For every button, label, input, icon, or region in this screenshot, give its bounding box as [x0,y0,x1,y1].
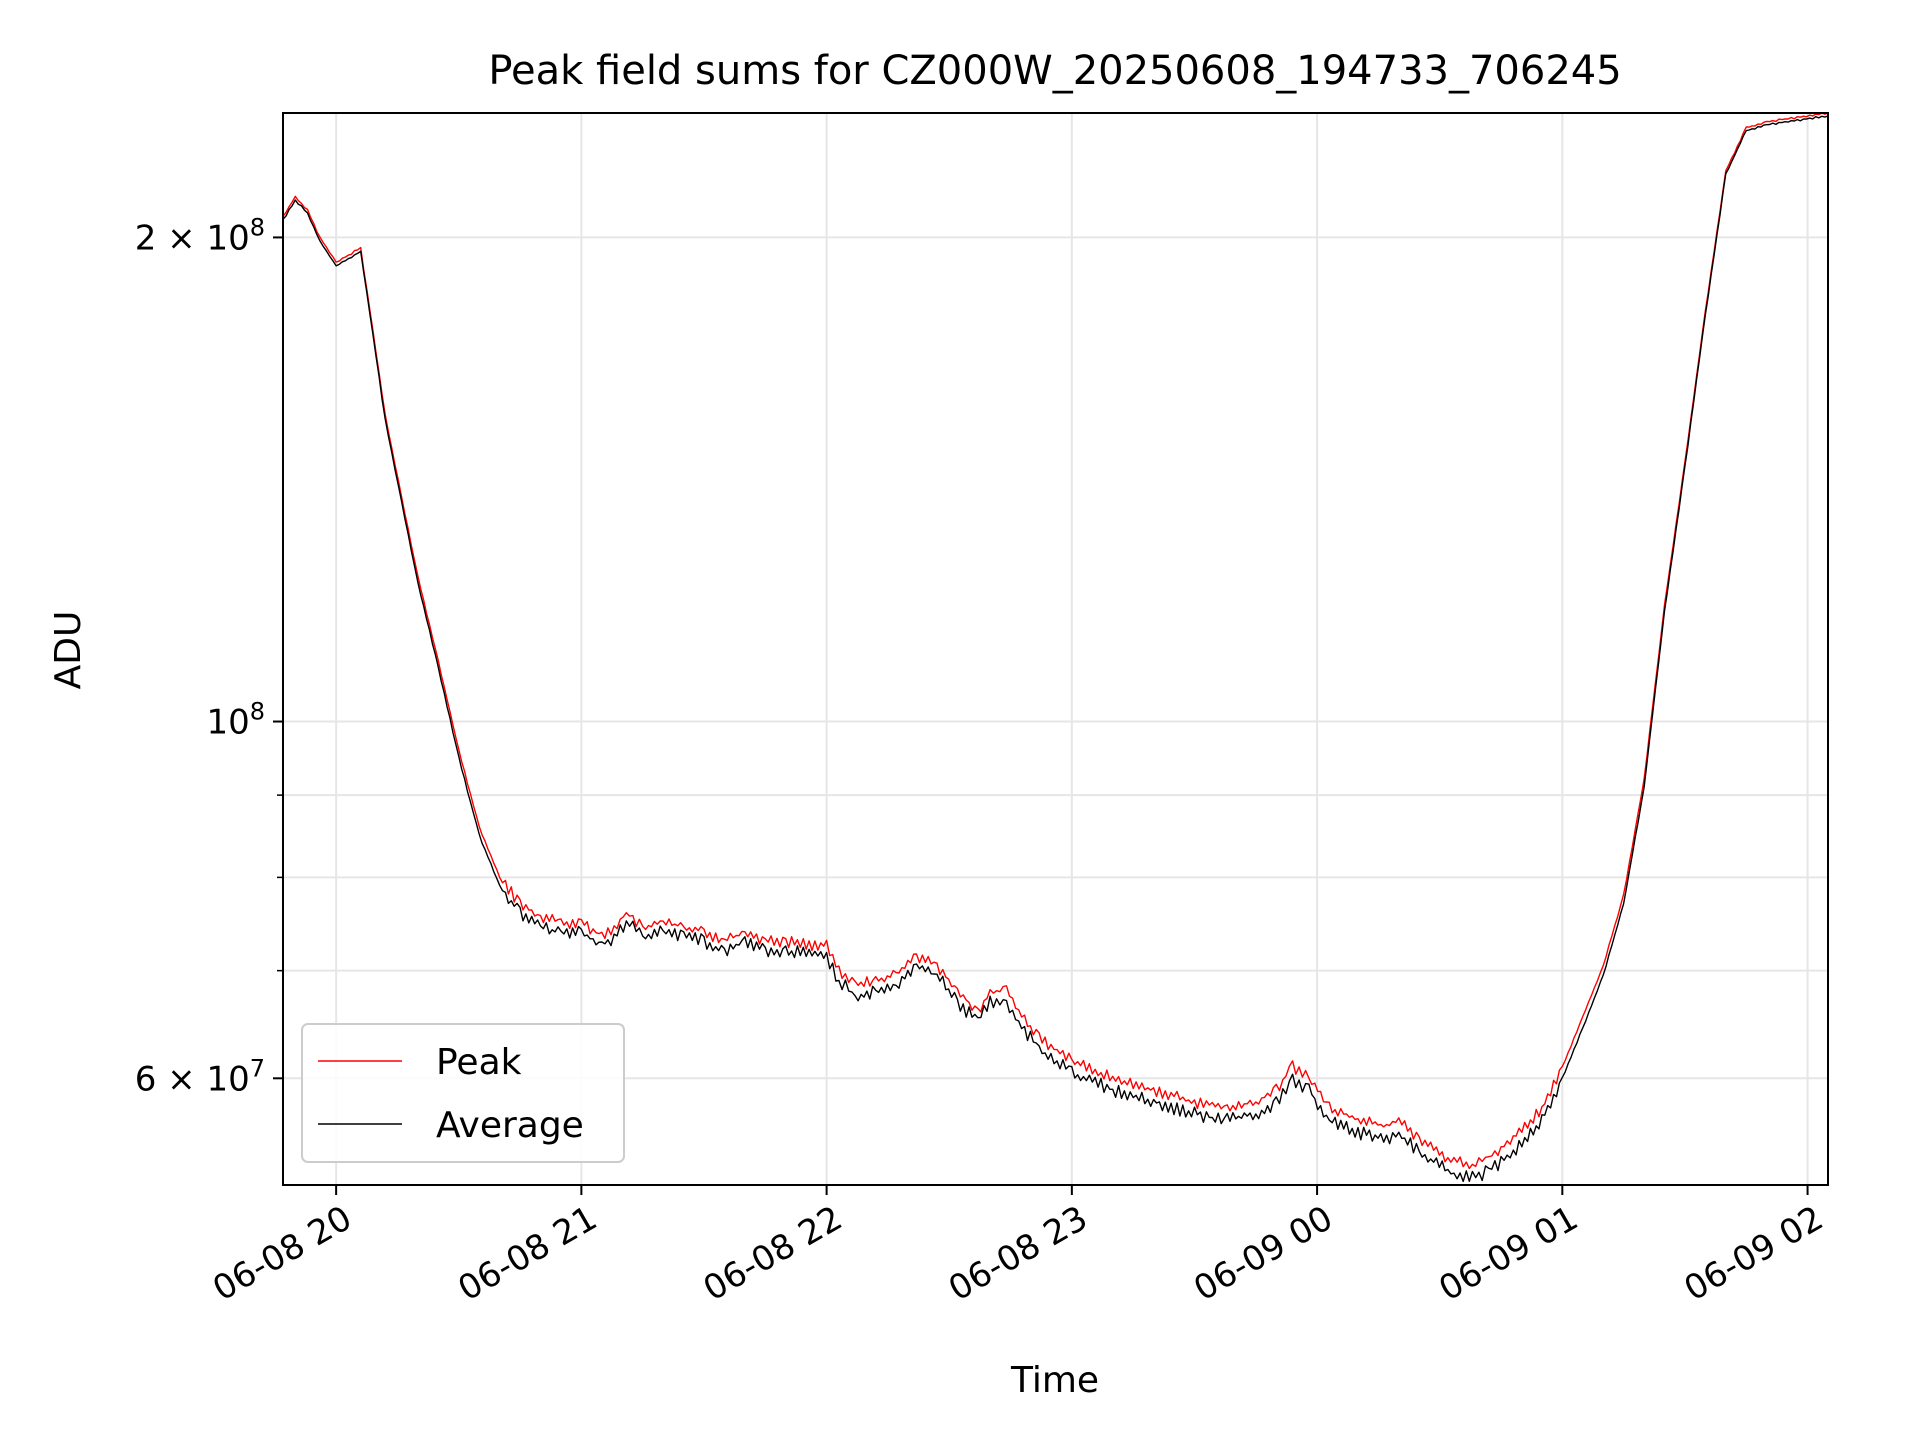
legend-label-average: Average [436,1105,584,1146]
y-tick-label: 6 × 107 [135,1054,265,1099]
series-line-peak [283,113,1828,1170]
legend-label-peak: Peak [436,1042,522,1083]
x-axis-label: Time [1010,1360,1099,1401]
legend-box [301,1023,625,1163]
y-axis: 6 × 107 108 2 × 108 [135,213,283,1099]
chart-title: Peak field sums for CZ000W_20250608_1947… [488,48,1621,94]
series-lines [283,113,1828,1183]
series-line-average [283,115,1828,1183]
y-axis-label: ADU [48,611,89,690]
legend: Peak Average [301,1023,625,1163]
plot-area-frame [282,112,1829,1186]
grid-lines [283,113,1828,1185]
y-tick-label: 108 [206,698,265,743]
y-tick-label: 2 × 108 [135,213,265,258]
